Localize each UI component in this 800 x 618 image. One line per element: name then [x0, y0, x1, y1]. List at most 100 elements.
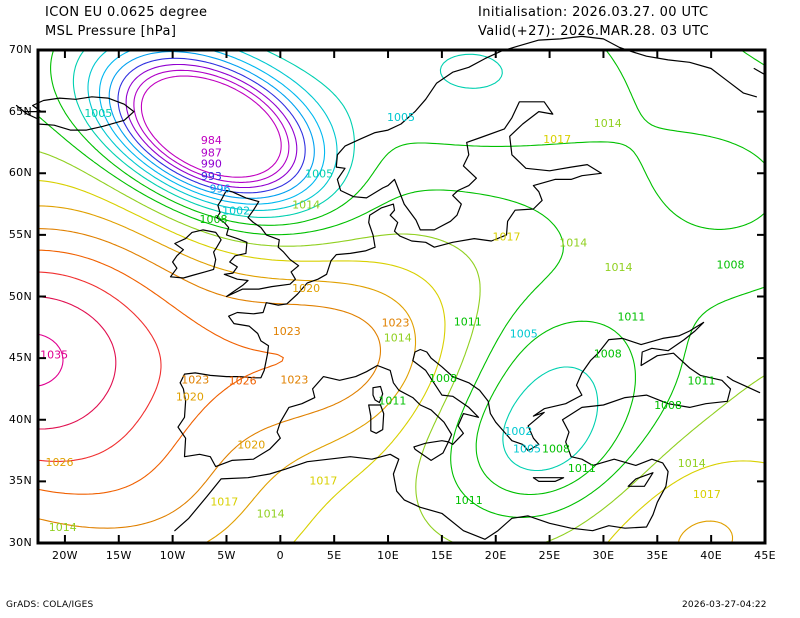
contour-value-label: 990 — [201, 158, 222, 171]
contour-value-label: 996 — [210, 182, 231, 195]
coastline-path — [753, 67, 766, 76]
contour-line-1008 — [50, 49, 766, 496]
contour-line-1029 — [37, 271, 162, 462]
contour-value-label: 1005 — [510, 328, 538, 341]
x-axis-tick-label: 15E — [430, 549, 453, 562]
contour-value-label: 1011 — [454, 315, 482, 328]
contour-value-label: 1023 — [382, 317, 410, 330]
coastline-path — [179, 35, 757, 384]
contour-value-label: 1014 — [257, 508, 285, 521]
contour-value-label: 1008 — [429, 372, 457, 385]
x-axis-tick-label: 35E — [646, 549, 669, 562]
y-axis-tick-label: 35N — [8, 474, 32, 488]
contour-value-label: 1026 — [46, 456, 74, 469]
contour-value-label: 1014 — [594, 117, 622, 130]
y-axis-tick-label: 30N — [8, 536, 32, 549]
coastline-path — [372, 385, 384, 404]
contour-line-1011 — [37, 49, 766, 518]
field-title: MSL Pressure [hPa] — [45, 24, 177, 39]
contour-line-993 — [117, 57, 306, 194]
contour-value-label: 1011 — [617, 310, 645, 323]
contour-line-984 — [140, 75, 282, 178]
contour-value-label: 1011 — [378, 394, 406, 407]
contour-line-1002 — [87, 49, 338, 211]
contour-value-label: 1020 — [176, 391, 204, 404]
contour-value-label: 1017 — [309, 474, 337, 487]
y-axis-tick-label: 45N — [8, 351, 32, 365]
render-timestamp: 2026-03-27-04:22 — [682, 600, 767, 610]
contour-value-label: 1026 — [229, 375, 257, 388]
contour-value-label: 1008 — [717, 259, 745, 272]
contour-value-label: 1023 — [181, 373, 209, 386]
contour-value-label: 1005 — [513, 442, 541, 455]
contour-value-label: 1008 — [594, 347, 622, 360]
y-axis-tick-label: 70N — [8, 43, 32, 56]
contour-line-1026 — [37, 249, 284, 495]
contour-value-label: 1008 — [200, 213, 228, 226]
contour-value-label: 1014 — [49, 521, 77, 534]
x-axis-tick-label: 0 — [276, 549, 284, 562]
contour-line-1035 — [37, 333, 64, 387]
x-axis-tick-label: 25E — [538, 549, 561, 562]
coastline-path — [15, 96, 135, 131]
x-axis-tick-label: 10E — [377, 549, 399, 562]
coastline-path — [169, 229, 222, 279]
y-axis-tick-label: 40N — [8, 412, 32, 426]
contour-line-990 — [125, 63, 298, 189]
model-title: ICON EU 0.0625 degree — [45, 5, 208, 20]
contour-line-1014 — [37, 150, 766, 544]
contour-value-label: 1008 — [542, 442, 570, 455]
x-axis-tick-label: 15W — [105, 549, 132, 562]
contour-value-label: 1023 — [273, 325, 301, 338]
contour-value-label: 1023 — [280, 373, 308, 386]
y-axis-tick-label: 65N — [8, 104, 32, 118]
x-axis-tick-label: 45E — [754, 549, 776, 562]
contour-value-label: 1008 — [654, 399, 682, 412]
contour-value-label: 1017 — [493, 230, 521, 243]
x-axis-tick-label: 10W — [159, 549, 186, 562]
x-axis-tick-label: 5W — [217, 549, 236, 562]
contour-value-label: 1011 — [687, 375, 715, 388]
contour-value-label: 1014 — [605, 261, 633, 274]
contour-value-label: 1011 — [455, 494, 483, 507]
contour-value-label: 1005 — [305, 167, 333, 180]
contour-value-label: 1014 — [678, 457, 706, 470]
contour-line-1020 — [37, 205, 734, 544]
contour-line-1023 — [37, 228, 382, 529]
map-frame — [36, 48, 767, 545]
coastline-path — [368, 404, 385, 434]
x-axis-tick-label: 40E — [700, 549, 723, 562]
valid-time: Valid(+27): 2026.MAR.28. 03 UTC — [478, 24, 710, 39]
contour-value-label: 1002 — [504, 425, 532, 438]
initialisation-time: Initialisation: 2026.03.27. 00 UTC — [478, 5, 709, 20]
contour-value-label: 1014 — [292, 198, 320, 211]
contour-value-label: 1011 — [568, 462, 596, 475]
contour-line-1017 — [37, 179, 766, 544]
contour-layer — [37, 49, 766, 544]
y-axis-tick-label: 60N — [8, 166, 32, 180]
contour-line-1005 — [72, 49, 599, 472]
x-axis-tick-label: 20W — [52, 549, 78, 562]
contour-line-996 — [108, 51, 315, 199]
grads-credit: GrADS: COLA/IGES — [6, 600, 94, 610]
coastline-path — [174, 321, 732, 540]
x-axis-tick-label: 20E — [484, 549, 507, 562]
contour-value-label: 993 — [201, 170, 222, 183]
coastline-path — [532, 477, 565, 482]
contour-value-label: 984 — [201, 134, 222, 147]
contour-value-label: 1020 — [292, 282, 320, 295]
contour-value-label: 1002 — [222, 204, 250, 217]
coastline-path — [627, 472, 654, 487]
coastline-layer — [15, 35, 766, 540]
coastline-path — [726, 376, 761, 394]
y-axis-tick-label: 50N — [8, 289, 32, 303]
contour-line-1032 — [37, 296, 117, 430]
contour-value-label: 987 — [201, 147, 222, 160]
contour-value-label: 1017 — [210, 495, 238, 508]
contour-value-label: 1020 — [237, 439, 265, 452]
x-axis-tick-label: 5E — [326, 549, 342, 562]
contour-value-label: 1005 — [84, 107, 112, 120]
contour-value-label: 1017 — [543, 133, 571, 146]
